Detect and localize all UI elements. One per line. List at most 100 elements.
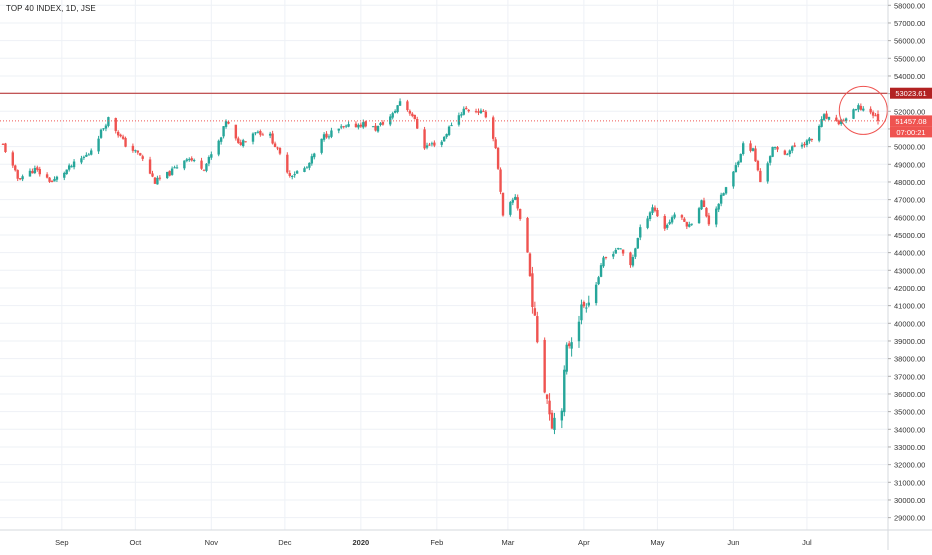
candle-body xyxy=(175,167,179,169)
candle xyxy=(499,167,502,195)
x-tick-label: Jul xyxy=(802,538,812,547)
candle xyxy=(450,122,453,127)
candle-body xyxy=(737,161,740,165)
candle xyxy=(1,143,5,145)
candle-body xyxy=(673,214,676,218)
time-axis[interactable]: Sep Oct Nov Dec 2020 Feb Mar Apr May Jun Jul xyxy=(55,538,812,547)
candle-body xyxy=(724,187,728,194)
candle xyxy=(36,165,39,172)
candle xyxy=(413,114,416,120)
candle-body xyxy=(278,148,282,154)
candle xyxy=(347,121,350,128)
candle-body xyxy=(38,168,41,175)
candle-body xyxy=(594,284,598,304)
candle-body xyxy=(371,126,375,128)
candle xyxy=(773,146,777,150)
candle-body xyxy=(722,193,725,196)
candle-body xyxy=(844,118,848,122)
candle-body xyxy=(273,143,277,148)
candle xyxy=(168,170,171,177)
candle xyxy=(479,108,483,114)
candle-body xyxy=(286,154,289,173)
candle xyxy=(408,109,412,116)
candle xyxy=(648,211,652,222)
candle xyxy=(50,179,54,183)
candle xyxy=(153,176,157,185)
candle-body xyxy=(553,417,556,430)
candle-body xyxy=(491,117,495,139)
last-price-tag-text: 51457.08 xyxy=(895,117,926,126)
candle xyxy=(278,147,282,156)
candle-body xyxy=(327,136,331,138)
y-tick-label: 35000.00 xyxy=(894,408,925,417)
candle-body xyxy=(773,147,777,149)
candle xyxy=(33,165,37,175)
candle-body xyxy=(413,114,416,120)
candle xyxy=(697,206,701,224)
candle xyxy=(496,147,500,171)
candle-body xyxy=(222,126,225,137)
candle-body xyxy=(259,131,262,135)
candle-body xyxy=(585,307,588,309)
candle xyxy=(87,152,90,156)
candle-body xyxy=(33,168,37,174)
candle-body xyxy=(97,138,100,152)
candle xyxy=(136,150,140,155)
candle xyxy=(673,212,676,220)
candle-body xyxy=(428,144,431,146)
candle xyxy=(465,106,468,110)
candle xyxy=(80,155,83,165)
candle-body xyxy=(234,124,238,139)
candle-body xyxy=(337,128,340,131)
candle-body xyxy=(151,173,154,177)
candle-body xyxy=(754,148,757,162)
x-tick-label: Sep xyxy=(55,538,68,547)
candle-body xyxy=(153,177,157,184)
candle-body xyxy=(548,400,551,415)
candle xyxy=(862,106,865,112)
candle-body xyxy=(516,197,519,209)
highlight-circle[interactable] xyxy=(838,85,888,135)
candle xyxy=(440,140,443,148)
candle xyxy=(340,124,343,130)
candle xyxy=(11,150,15,168)
candle xyxy=(702,197,706,208)
candle xyxy=(668,219,671,226)
candle-body xyxy=(288,172,291,176)
candle xyxy=(428,142,431,146)
candle-body xyxy=(254,132,257,134)
candle-body xyxy=(577,321,581,342)
candle-body xyxy=(634,248,637,257)
candle xyxy=(139,152,142,156)
candle-body xyxy=(670,217,674,223)
candle xyxy=(800,142,804,149)
candle-body xyxy=(359,124,363,127)
candle-body xyxy=(697,208,701,224)
countdown-tag: 07:00:21 xyxy=(890,126,932,138)
candle-body xyxy=(99,129,103,138)
candle-body xyxy=(80,158,83,163)
candle-body xyxy=(707,215,711,225)
candle xyxy=(808,137,811,144)
candle-body xyxy=(217,140,220,155)
candle-body xyxy=(1,143,5,145)
candles xyxy=(1,98,880,435)
candle xyxy=(256,130,260,134)
y-tick-label: 29000.00 xyxy=(894,514,925,523)
candle-body xyxy=(102,128,105,130)
candle xyxy=(207,155,211,167)
candle-body xyxy=(305,167,309,169)
candle-body xyxy=(425,145,429,148)
candle-body xyxy=(261,134,265,136)
price-axis[interactable]: 58000.00 57000.00 56000.00 55000.00 54000.00… xyxy=(888,1,925,523)
candle xyxy=(477,108,480,116)
candle-body xyxy=(825,113,828,119)
candle-body xyxy=(822,114,826,120)
candle xyxy=(261,132,265,136)
candle xyxy=(4,142,7,153)
candle xyxy=(188,157,191,162)
y-tick-label: 50000.00 xyxy=(894,143,925,152)
candle-body xyxy=(653,207,657,211)
candle-body xyxy=(614,249,617,254)
x-tick-label: Feb xyxy=(430,538,443,547)
